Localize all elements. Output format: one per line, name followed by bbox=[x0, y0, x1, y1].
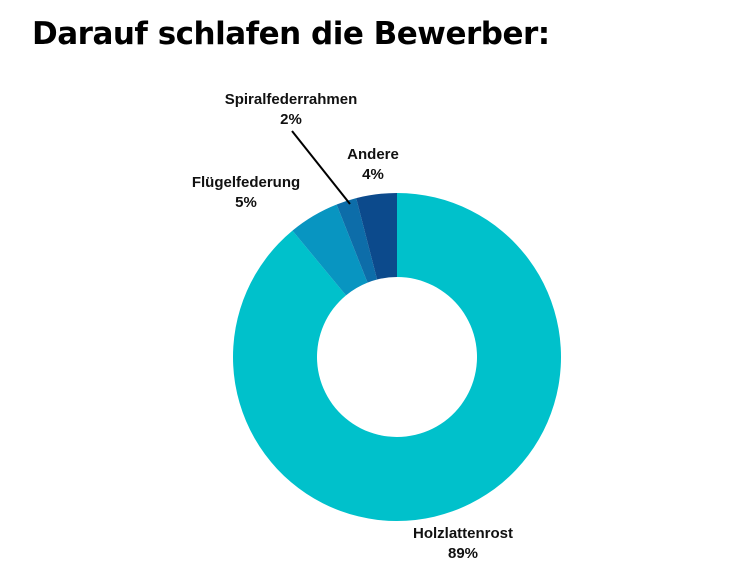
slice-label-fluegelfederung: Flügelfederung 5% bbox=[192, 173, 300, 213]
slice-label-holzlattenrost: Holzlattenrost 89% bbox=[413, 524, 513, 562]
slice-label-fluegelfederung-name: Flügelfederung bbox=[191, 174, 301, 191]
pie-slice-spiralfederrahmen bbox=[336, 198, 378, 283]
leader-line-spiralfederrahmen bbox=[291, 130, 351, 205]
pie-slice-andere bbox=[356, 193, 397, 280]
slice-label-andere-pct: 4% bbox=[362, 166, 384, 183]
pie-slice-fluegelfederung bbox=[292, 204, 368, 296]
slice-label-spiralfederrahmen-pct: 2% bbox=[280, 111, 302, 128]
slice-label-holzlattenrost-pct: 89% bbox=[447, 545, 479, 562]
slice-label-andere: Andere 4% bbox=[347, 145, 399, 185]
chart-title: Darauf schlafen die Bewerber: bbox=[32, 16, 550, 52]
slice-label-andere-name: Andere bbox=[347, 146, 399, 163]
donut-slices bbox=[233, 193, 562, 522]
slice-label-spiralfederrahmen-name: Spiralfederrahmen bbox=[224, 91, 358, 108]
slice-label-holzlattenrost-name: Holzlattenrost bbox=[412, 525, 514, 542]
slice-label-fluegelfederung-pct: 5% bbox=[235, 194, 257, 211]
slice-label-spiralfederrahmen: Spiralfederrahmen 2% bbox=[225, 90, 358, 130]
pie-slice-holzlattenrost bbox=[233, 193, 562, 522]
